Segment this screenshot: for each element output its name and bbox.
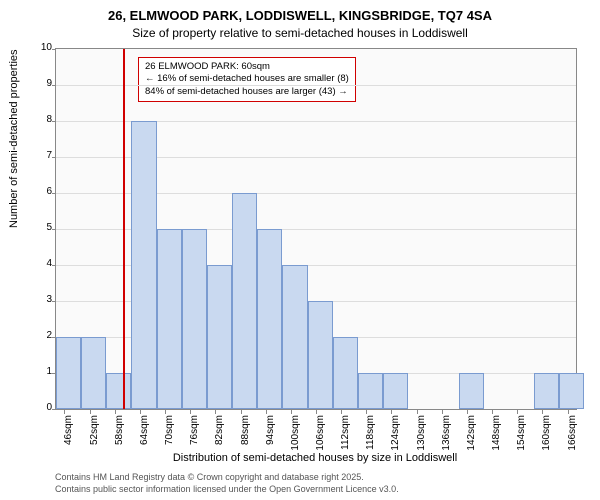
x-tick-label: 82sqm <box>214 415 225 455</box>
y-tick-label: 1 <box>32 366 52 377</box>
histogram-bar <box>534 373 559 409</box>
x-tick-label: 58sqm <box>114 415 125 455</box>
x-tick-mark <box>115 410 116 414</box>
x-tick-mark <box>442 410 443 414</box>
x-tick-label: 100sqm <box>290 415 301 455</box>
x-tick-label: 148sqm <box>491 415 502 455</box>
y-tick-label: 5 <box>32 222 52 233</box>
x-tick-mark <box>341 410 342 414</box>
y-tick-mark <box>52 301 56 302</box>
x-tick-mark <box>467 410 468 414</box>
plot-area: 26 ELMWOOD PARK: 60sqm ← 16% of semi-det… <box>55 48 577 410</box>
annotation-line2: ← 16% of semi-detached houses are smalle… <box>145 73 349 85</box>
x-tick-label: 124sqm <box>390 415 401 455</box>
footer-line2: Contains public sector information licen… <box>55 484 399 494</box>
x-tick-label: 160sqm <box>541 415 552 455</box>
x-tick-mark <box>391 410 392 414</box>
x-tick-mark <box>417 410 418 414</box>
x-tick-label: 166sqm <box>567 415 578 455</box>
x-tick-label: 88sqm <box>240 415 251 455</box>
x-tick-mark <box>291 410 292 414</box>
x-tick-mark <box>492 410 493 414</box>
histogram-bar <box>131 121 156 409</box>
y-tick-mark <box>52 85 56 86</box>
x-tick-label: 64sqm <box>139 415 150 455</box>
x-tick-label: 52sqm <box>89 415 100 455</box>
x-tick-label: 136sqm <box>441 415 452 455</box>
y-tick-mark <box>52 121 56 122</box>
annotation-line3: 84% of semi-detached houses are larger (… <box>145 86 349 98</box>
histogram-bar <box>81 337 106 409</box>
histogram-bar <box>232 193 257 409</box>
x-tick-label: 112sqm <box>340 415 351 455</box>
histogram-bar <box>157 229 182 409</box>
y-tick-label: 10 <box>32 42 52 53</box>
histogram-bar <box>383 373 408 409</box>
x-tick-mark <box>266 410 267 414</box>
x-tick-mark <box>517 410 518 414</box>
x-tick-mark <box>316 410 317 414</box>
histogram-bar <box>182 229 207 409</box>
x-tick-label: 76sqm <box>189 415 200 455</box>
y-tick-mark <box>52 229 56 230</box>
y-tick-label: 9 <box>32 78 52 89</box>
histogram-bar <box>358 373 383 409</box>
y-tick-label: 8 <box>32 114 52 125</box>
x-tick-mark <box>190 410 191 414</box>
x-tick-label: 70sqm <box>164 415 175 455</box>
gridline-h <box>56 85 576 86</box>
x-tick-label: 94sqm <box>265 415 276 455</box>
x-tick-mark <box>568 410 569 414</box>
y-tick-label: 3 <box>32 294 52 305</box>
y-tick-label: 2 <box>32 330 52 341</box>
x-tick-mark <box>542 410 543 414</box>
x-tick-label: 142sqm <box>466 415 477 455</box>
x-tick-label: 46sqm <box>63 415 74 455</box>
x-tick-label: 130sqm <box>416 415 427 455</box>
histogram-bar <box>282 265 307 409</box>
y-tick-mark <box>52 157 56 158</box>
y-tick-label: 4 <box>32 258 52 269</box>
y-tick-label: 7 <box>32 150 52 161</box>
marker-line <box>123 49 125 409</box>
histogram-bar <box>207 265 232 409</box>
x-tick-label: 154sqm <box>516 415 527 455</box>
x-tick-mark <box>64 410 65 414</box>
x-tick-mark <box>366 410 367 414</box>
y-tick-mark <box>52 193 56 194</box>
histogram-bar <box>56 337 81 409</box>
histogram-bar <box>559 373 584 409</box>
x-tick-label: 118sqm <box>365 415 376 455</box>
annotation-box: 26 ELMWOOD PARK: 60sqm ← 16% of semi-det… <box>138 57 356 102</box>
y-tick-mark <box>52 49 56 50</box>
footer-line1: Contains HM Land Registry data © Crown c… <box>55 472 364 482</box>
x-tick-mark <box>241 410 242 414</box>
histogram-bar <box>308 301 333 409</box>
x-tick-mark <box>140 410 141 414</box>
chart-title-main: 26, ELMWOOD PARK, LODDISWELL, KINGSBRIDG… <box>0 8 600 23</box>
histogram-bar <box>333 337 358 409</box>
x-tick-mark <box>165 410 166 414</box>
histogram-bar <box>257 229 282 409</box>
histogram-bar <box>106 373 131 409</box>
y-tick-label: 0 <box>32 402 52 413</box>
y-tick-mark <box>52 409 56 410</box>
y-tick-label: 6 <box>32 186 52 197</box>
x-tick-label: 106sqm <box>315 415 326 455</box>
annotation-line1: 26 ELMWOOD PARK: 60sqm <box>145 61 349 73</box>
x-tick-mark <box>90 410 91 414</box>
chart-title-sub: Size of property relative to semi-detach… <box>0 26 600 40</box>
x-tick-mark <box>215 410 216 414</box>
histogram-chart: 26, ELMWOOD PARK, LODDISWELL, KINGSBRIDG… <box>0 0 600 500</box>
y-axis-label: Number of semi-detached properties <box>8 49 20 228</box>
histogram-bar <box>459 373 484 409</box>
y-tick-mark <box>52 265 56 266</box>
